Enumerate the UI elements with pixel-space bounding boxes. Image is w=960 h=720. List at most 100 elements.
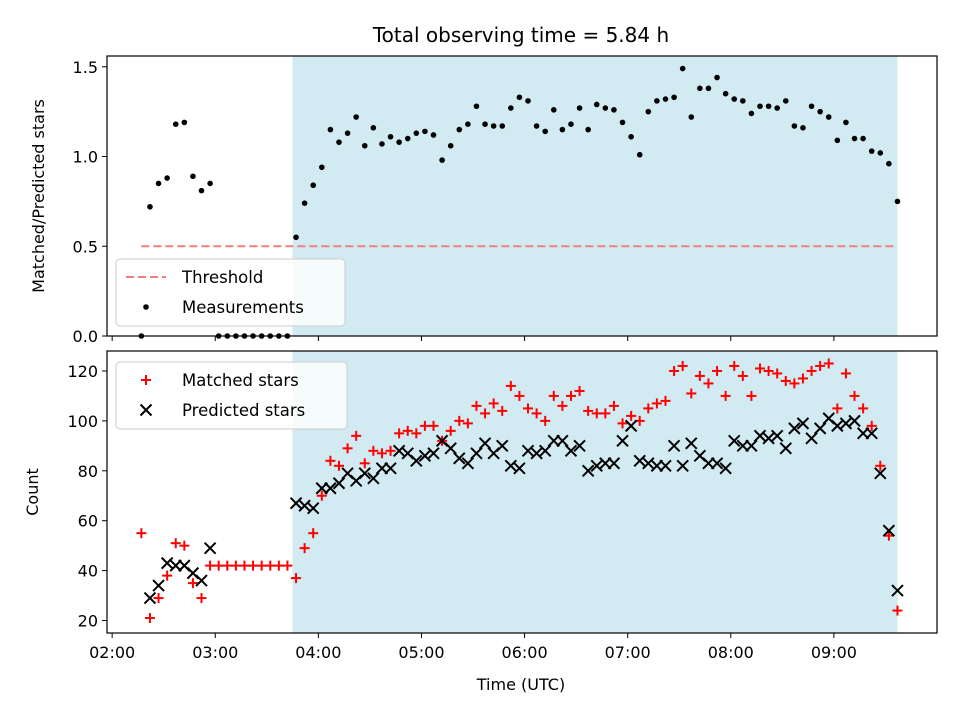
measurement-point (688, 114, 695, 120)
measurement-point (611, 107, 617, 113)
x-tick-label: 02:00 (89, 643, 135, 662)
matched-star-point (600, 408, 611, 419)
predicted-star-point (659, 459, 672, 473)
matched-star-point (162, 570, 173, 581)
predicted-star-point (710, 457, 724, 470)
measurement-point (439, 157, 445, 163)
measurement-point (164, 175, 170, 181)
matched-star-point (797, 373, 808, 384)
x-tick-label: 09:00 (811, 643, 857, 662)
measurement-point (396, 139, 402, 145)
matched-star-point (351, 430, 362, 441)
predicted-star-point (805, 432, 818, 445)
measurement-point (379, 141, 385, 147)
matched-star-point (565, 390, 576, 401)
matched-star-point (669, 365, 680, 376)
predicted-star-point (788, 422, 801, 435)
predicted-star-point (556, 434, 569, 448)
top-panel: Total observing time = 5.84 h 0.0 0.5 1.0 1… (29, 23, 938, 346)
measurement-point (147, 203, 153, 210)
matched-star-point (737, 370, 748, 381)
predicted-star-point (195, 574, 208, 587)
predicted-star-point (874, 467, 887, 480)
predicted-star-point (607, 457, 621, 470)
matched-star-point (497, 405, 508, 416)
matched-star-point (772, 368, 783, 379)
matched-star-point (153, 593, 164, 604)
matched-star-point (419, 420, 430, 431)
measurement-point (422, 128, 428, 135)
measurement-point (525, 98, 531, 104)
measurement-point (336, 139, 342, 145)
top-legend: Threshold Measurements (115, 258, 346, 327)
measurement-point (843, 119, 849, 126)
matched-star-point (557, 400, 568, 411)
bottom-panel: 20 40 60 80 100 120 02:00 03:00 04:00 05:00 06:00 0… (23, 350, 938, 694)
matched-star-point (222, 560, 233, 571)
matched-star-point (832, 403, 843, 414)
matched-star-point (840, 368, 851, 379)
measurement-point (155, 180, 162, 187)
top-y-axis-label: Matched/Predicted stars (29, 99, 48, 293)
matched-star-point (480, 408, 491, 419)
predicted-star-point (779, 442, 792, 455)
measurement-point (636, 151, 643, 158)
matched-star-point (136, 528, 147, 539)
matched-star-point (858, 403, 869, 414)
measurement-point (791, 123, 798, 129)
measurement-point (748, 110, 755, 117)
matched-star-point (694, 370, 705, 381)
x-tick-label: 04:00 (295, 643, 341, 662)
measurement-point (456, 126, 463, 133)
matched-star-point (454, 415, 465, 426)
measurement-point (310, 182, 317, 189)
matched-star-point (179, 540, 190, 551)
predicted-star-point (384, 462, 397, 475)
measurement-point (740, 98, 746, 104)
measurement-point (370, 124, 377, 131)
measurement-point (654, 98, 660, 104)
top-observing-window (292, 56, 898, 336)
matched-star-point (402, 425, 413, 436)
predicted-star-point (470, 447, 483, 460)
matched-star-point (394, 428, 405, 439)
matched-star-point (823, 358, 834, 369)
predicted-star-point (307, 502, 320, 515)
predicted-star-point (418, 449, 432, 463)
legend-matched-label: Matched stars (182, 371, 299, 390)
predicted-star-point (796, 417, 810, 430)
measurement-point (559, 126, 566, 133)
predicted-star-point (839, 417, 853, 430)
predicted-star-point (719, 462, 732, 475)
matched-star-point (282, 560, 293, 571)
measurement-point (490, 123, 497, 129)
matched-star-point (531, 408, 542, 419)
measurement-point (834, 137, 841, 144)
matched-star-point (230, 560, 241, 571)
matched-star-point (583, 405, 594, 416)
matched-star-point (892, 605, 903, 616)
measurement-point (473, 103, 480, 110)
measurement-point (413, 130, 420, 136)
predicted-star-point (865, 427, 878, 440)
measurement-point (172, 121, 179, 128)
matched-star-point (883, 530, 894, 541)
matched-star-point (265, 560, 276, 571)
predicted-star-point (160, 556, 174, 570)
predicted-star-point (891, 584, 904, 597)
measurement-point (353, 114, 359, 120)
x-tick-label: 08:00 (708, 643, 754, 662)
matched-star-point (849, 390, 860, 401)
matched-star-point (359, 458, 370, 469)
top-legend-box (115, 258, 346, 327)
predicted-star-point (152, 579, 165, 592)
matched-star-point (471, 400, 482, 411)
matched-star-point (239, 560, 250, 571)
predicted-star-point (298, 499, 311, 512)
matched-star-point (342, 443, 353, 454)
measurement-point (404, 135, 411, 142)
matched-star-point (806, 365, 817, 376)
matched-star-point (196, 593, 207, 604)
bottom-legend: Matched stars Predicted stars (115, 361, 348, 430)
